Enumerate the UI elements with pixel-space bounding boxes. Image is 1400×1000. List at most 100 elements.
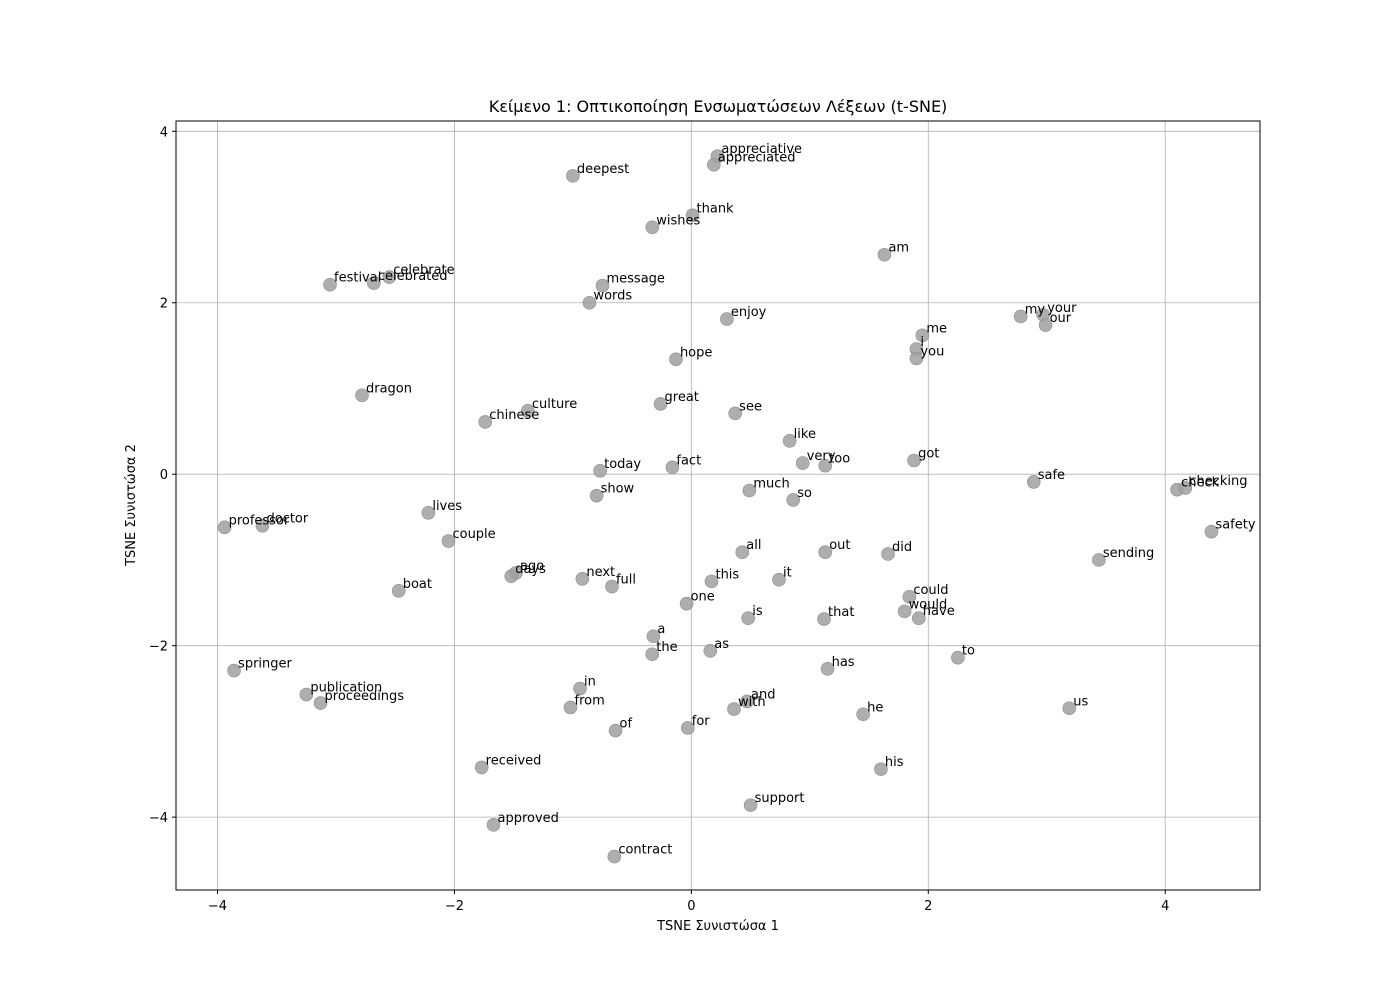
point-great xyxy=(653,397,668,411)
point-today xyxy=(593,463,607,478)
chart-title: Κείμενο 1: Οπτικοποίηση Ενσωματώσεων Λέξ… xyxy=(489,97,948,116)
point-label-enjoy: enjoy xyxy=(731,305,767,320)
point-contract xyxy=(607,849,622,864)
point-am xyxy=(877,247,892,262)
y-tick-label: −2 xyxy=(149,640,168,655)
point-and xyxy=(740,694,754,709)
point-label-show: show xyxy=(601,482,635,497)
y-tick-label: 2 xyxy=(160,297,168,312)
point-label-has: has xyxy=(832,655,855,670)
point-safety xyxy=(1204,524,1219,539)
point-label-celebrated: celebrated xyxy=(378,269,448,284)
point-full xyxy=(605,579,619,594)
x-tick-label: 0 xyxy=(687,899,695,914)
point-show xyxy=(589,488,604,503)
y-tick-label: 4 xyxy=(160,125,168,140)
point-of xyxy=(608,723,623,738)
point-label-me: me xyxy=(926,321,947,336)
point-hope xyxy=(669,352,683,367)
point-doctor xyxy=(255,518,270,533)
point-label-sending: sending xyxy=(1103,546,1154,561)
point-label-and: and xyxy=(751,687,775,702)
point-label-safety: safety xyxy=(1215,518,1255,533)
point-label-great: great xyxy=(665,390,699,405)
point-his xyxy=(874,762,888,776)
point-is xyxy=(741,611,756,626)
y-axis-label: TSNE Συνιστώσα 2 xyxy=(124,444,139,567)
point-thank xyxy=(685,208,700,223)
point-label-your: your xyxy=(1047,301,1077,316)
point-label-wishes: wishes xyxy=(656,213,700,228)
point-label-all: all xyxy=(746,538,761,553)
point-label-publication: publication xyxy=(310,681,382,696)
point-dragon xyxy=(355,388,369,403)
point-enjoy xyxy=(720,312,734,326)
point-label-our: our xyxy=(1050,311,1072,326)
point-label-days: days xyxy=(515,562,546,577)
point-culture xyxy=(521,403,535,418)
point-label-contract: contract xyxy=(618,843,672,858)
grid xyxy=(176,121,1260,890)
point-label-today: today xyxy=(604,457,641,472)
point-label-thank: thank xyxy=(697,201,735,216)
point-us xyxy=(1062,701,1077,716)
point-label-too: too xyxy=(829,452,850,467)
point-message xyxy=(595,278,610,293)
point-approved xyxy=(486,818,501,832)
point-label-got: got xyxy=(918,446,939,461)
point-label-is: is xyxy=(752,604,763,619)
point-would xyxy=(897,604,912,619)
point-our xyxy=(1038,318,1053,332)
point-label-deepest: deepest xyxy=(577,162,629,177)
point-label-very: very xyxy=(807,449,836,464)
point-label-could: could xyxy=(913,583,948,598)
point-label-from: from xyxy=(575,693,605,708)
point-label-full: full xyxy=(616,573,636,588)
point-label-fact: fact xyxy=(676,453,701,468)
point-label-dragon: dragon xyxy=(366,381,412,396)
point-that xyxy=(817,612,831,626)
point-label-his: his xyxy=(885,755,904,770)
point-label-couple: couple xyxy=(452,527,495,542)
plot-frame xyxy=(175,120,1261,891)
point-label-this: this xyxy=(715,567,739,582)
point-as xyxy=(703,644,718,658)
point-label-approved: approved xyxy=(497,811,558,826)
point-safe xyxy=(1026,475,1041,489)
point-label-the: the xyxy=(656,640,677,655)
point-label-you: you xyxy=(920,344,944,359)
point-received xyxy=(474,760,489,775)
point-celebrate xyxy=(382,270,397,284)
point-label-checking: checking xyxy=(1189,474,1247,489)
point-label-so: so xyxy=(797,486,812,501)
point-did xyxy=(881,547,895,561)
point-label-words: words xyxy=(593,289,632,304)
point-publication xyxy=(299,687,314,702)
point-days xyxy=(504,569,519,584)
point-in xyxy=(573,681,587,696)
point-label-that: that xyxy=(828,605,854,620)
point-this xyxy=(704,574,719,589)
point-has xyxy=(820,662,835,676)
point-chinese xyxy=(478,415,493,429)
point-label-much: much xyxy=(753,476,789,491)
point-support xyxy=(743,798,758,812)
point-label-received: received xyxy=(486,753,542,768)
point-label-support: support xyxy=(755,791,805,806)
point-label-next: next xyxy=(586,565,615,580)
point-too xyxy=(818,458,833,473)
point-could xyxy=(902,590,917,604)
y-tick-label: −4 xyxy=(149,811,168,826)
point-label-celebrate: celebrate xyxy=(393,263,454,278)
data-points xyxy=(217,149,1219,864)
point-very xyxy=(795,456,810,470)
point-celebrated xyxy=(367,276,381,290)
point-wishes xyxy=(645,220,660,235)
point-sending xyxy=(1092,553,1106,567)
point-all xyxy=(735,545,750,560)
point-label-appreciative: appreciative xyxy=(721,142,802,157)
point-label-proceedings: proceedings xyxy=(325,689,405,704)
point-label-see: see xyxy=(739,399,762,414)
point-label-out: out xyxy=(829,538,850,553)
